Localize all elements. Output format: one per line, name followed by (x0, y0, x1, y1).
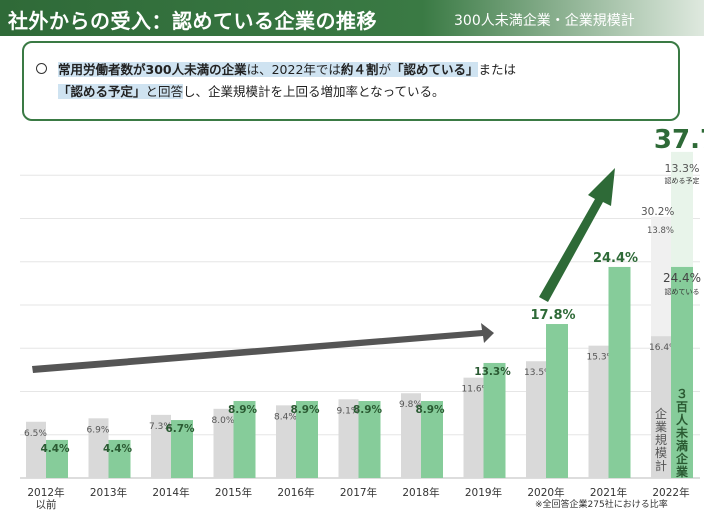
gray-bar (463, 377, 484, 478)
gray-total-label: 30.2% (641, 206, 674, 218)
green-bar-label: 8.9% (228, 404, 258, 416)
callout-segment: または (478, 62, 516, 77)
gray-bar (276, 405, 296, 478)
green-bar (171, 420, 193, 478)
green-plan-label: 13.3% (665, 162, 700, 175)
green-bar-label: 4.4% (103, 443, 133, 455)
gray-plan-bar (651, 216, 671, 337)
gray-bar (588, 345, 609, 478)
gray-bar-label: 8.4% (274, 412, 297, 422)
bullet-circle-icon (36, 63, 47, 74)
vertical-label-gray: 業 (655, 420, 667, 434)
vertical-label-gray: 計 (655, 458, 667, 473)
callout-line-2: 「認める予定」と回答し、企業規模計を上回る増加率となっている。 (58, 81, 445, 100)
vertical-label-green: 百 (676, 400, 688, 414)
gray-bar-label: 8.0% (212, 416, 235, 426)
callout-segment: が (378, 62, 391, 77)
green-bar (671, 266, 693, 478)
green-total-label: 37.7% (654, 125, 704, 155)
page-subtitle: 300人未満企業・企業規模計 (454, 13, 635, 29)
gray-bar-label: 7.3% (149, 422, 172, 432)
trend-arrow-green (539, 168, 615, 302)
category-label: 2019年 (465, 486, 502, 499)
green-bar (296, 401, 318, 478)
vertical-label-green: 満 (676, 438, 688, 453)
green-bar (108, 439, 131, 478)
green-bar-label: 8.9% (290, 404, 320, 416)
gray-bar-label: 9.1% (337, 406, 360, 416)
category-label: 2018年 (402, 486, 439, 499)
category-label: 2022年 (652, 486, 689, 499)
green-bar-label: 17.8% (530, 308, 575, 323)
gray-bar-label: 13.5% (524, 368, 553, 378)
vertical-label-green: 未 (675, 425, 688, 440)
gray-bar-label: 16.4% (649, 343, 678, 353)
green-bar (421, 401, 443, 478)
vertical-label-green: 人 (676, 412, 689, 427)
green-bar-label: 4.4% (40, 443, 70, 455)
gray-bar-label: 9.8% (399, 400, 422, 410)
category-label: 2017年 (340, 486, 377, 499)
category-label: 2014年 (152, 486, 189, 499)
gray-bar (651, 336, 671, 478)
category-label: 2012年 (27, 486, 64, 499)
trend-arrow-gray (32, 323, 494, 373)
green-bar (358, 401, 381, 478)
green-bar (608, 266, 631, 478)
footnote: ※全回答企業275社における比率 (535, 500, 668, 510)
callout-segment: 「認めている」 (390, 62, 479, 77)
green-bar-label: 13.3% (474, 366, 511, 378)
callout-segment: 約４割 (340, 62, 379, 77)
callout-segment: と回答 (145, 84, 184, 99)
green-bar (483, 362, 506, 478)
green-now-caption: 認めている (665, 287, 700, 296)
callout-line-1: 常用労働者数が300人未満の企業は、2022年では約４割が「認めている」または (58, 59, 516, 78)
gray-bar (401, 393, 421, 478)
vertical-label-gray: 規 (655, 432, 667, 447)
green-plan-bar (671, 151, 693, 267)
green-bar (546, 324, 568, 478)
category-label: 2021年 (590, 486, 627, 499)
gray-bar (213, 408, 234, 478)
gray-bar-label: 6.9% (87, 425, 110, 435)
vertical-label-gray: 企 (655, 406, 667, 421)
gray-bar (88, 418, 109, 478)
callout-segment: し、企業規模計を上回る増加率となっている。 (183, 84, 445, 99)
vertical-label-gray: 模 (655, 446, 667, 460)
gray-bar-label: 6.5% (24, 429, 47, 439)
vertical-label-green: ３ (676, 387, 688, 401)
callout-segment: 「認める予定」 (58, 84, 146, 99)
green-bar-label: 24.4% (593, 251, 638, 266)
gray-bar (26, 421, 46, 478)
category-label: 以前 (36, 498, 57, 511)
category-label: 2020年 (527, 486, 564, 499)
green-bar-label: 8.9% (353, 404, 383, 416)
page-title: 社外からの受入：認めている企業の推移 (8, 9, 377, 33)
gray-bar-label: 15.3% (587, 353, 616, 363)
header-bar: 社外からの受入：認めている企業の推移 300人未満企業・企業規模計 (0, 0, 704, 36)
callout-segment: 常用労働者数が300人未満の企業 (58, 62, 247, 77)
gray-bar (526, 361, 546, 478)
green-now-label: 24.4% (663, 271, 701, 285)
gray-bar (338, 399, 359, 478)
green-bar (233, 401, 256, 478)
green-plan-caption: 認める予定 (665, 176, 700, 185)
category-label: 2016年 (277, 486, 314, 499)
vertical-label-green: 業 (675, 464, 689, 479)
callout-segment: は、 (246, 62, 272, 77)
category-label: 2013年 (90, 486, 127, 499)
gray-plan-label: 13.8% (647, 226, 674, 236)
gray-bar-label: 11.6% (462, 385, 491, 395)
callout-segment: 2022年では (271, 62, 341, 77)
vertical-label-green: 企 (675, 451, 689, 466)
category-label: 2015年 (215, 486, 252, 499)
green-bar-label: 8.9% (415, 404, 445, 416)
green-bar-label: 6.7% (165, 423, 195, 435)
summary-callout: 常用労働者数が300人未満の企業は、2022年では約４割が「認めている」または … (22, 41, 680, 121)
green-bar (46, 439, 68, 478)
gray-bar (151, 414, 171, 478)
